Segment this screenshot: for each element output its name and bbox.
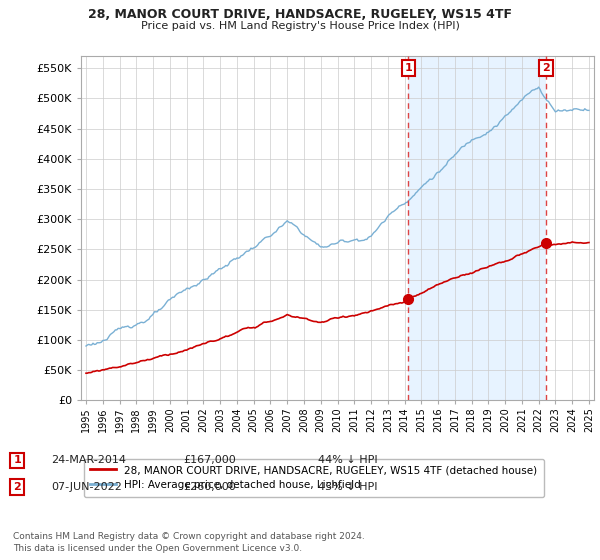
Text: 2: 2 bbox=[542, 63, 550, 73]
Bar bbox=[409, 56, 546, 400]
Text: 2: 2 bbox=[13, 482, 21, 492]
Text: 28, MANOR COURT DRIVE, HANDSACRE, RUGELEY, WS15 4TF: 28, MANOR COURT DRIVE, HANDSACRE, RUGELE… bbox=[88, 8, 512, 21]
Text: 24-MAR-2014: 24-MAR-2014 bbox=[51, 455, 126, 465]
Legend: 28, MANOR COURT DRIVE, HANDSACRE, RUGELEY, WS15 4TF (detached house), HPI: Avera: 28, MANOR COURT DRIVE, HANDSACRE, RUGELE… bbox=[83, 459, 544, 497]
Text: 44% ↓ HPI: 44% ↓ HPI bbox=[318, 455, 377, 465]
Text: Contains HM Land Registry data © Crown copyright and database right 2024.
This d: Contains HM Land Registry data © Crown c… bbox=[13, 533, 365, 553]
Text: Price paid vs. HM Land Registry's House Price Index (HPI): Price paid vs. HM Land Registry's House … bbox=[140, 21, 460, 31]
Text: 07-JUN-2022: 07-JUN-2022 bbox=[51, 482, 122, 492]
Text: £167,000: £167,000 bbox=[183, 455, 236, 465]
Text: £260,000: £260,000 bbox=[183, 482, 236, 492]
Text: 1: 1 bbox=[13, 455, 21, 465]
Text: 1: 1 bbox=[404, 63, 412, 73]
Text: 43% ↓ HPI: 43% ↓ HPI bbox=[318, 482, 377, 492]
